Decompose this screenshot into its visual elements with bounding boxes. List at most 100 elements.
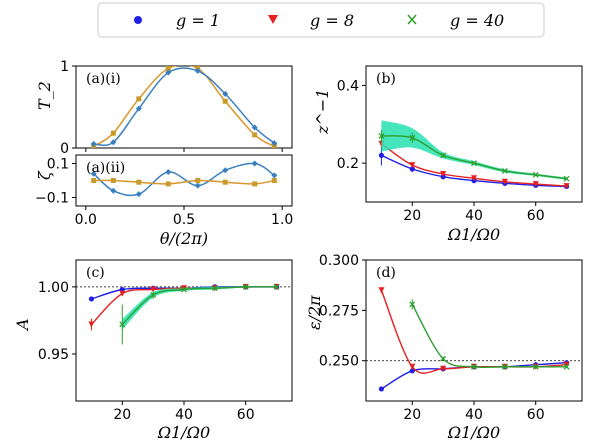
y-tick-label: −0.1 — [35, 191, 69, 207]
data-point — [378, 132, 385, 139]
ticks-a-i: 01 — [60, 59, 283, 157]
data-point — [440, 365, 447, 372]
axes-frame-d — [365, 259, 583, 402]
legend-label-g8: g = 8 — [310, 11, 354, 30]
y-tick-label: 0.4 — [337, 78, 359, 94]
y-tick-label: 0 — [60, 141, 69, 157]
data-point — [532, 181, 539, 188]
data-point-a-ii — [165, 169, 172, 175]
y-tick-label: 0.1 — [47, 157, 69, 173]
data-point — [532, 171, 539, 178]
data-point-a-ii — [222, 179, 228, 185]
data-point-a-i — [222, 98, 228, 104]
panel-a-ii: 0.0 0.5 1.0 0.1 −0.1 (a)(ii) ζ θ/(2π) — [35, 154, 293, 248]
data-point-a-i — [252, 132, 258, 138]
data-point-a-ii — [252, 181, 258, 187]
data-point — [440, 171, 447, 178]
plot-area-a-i — [90, 66, 278, 148]
y-tick-label: 0.95 — [38, 347, 69, 363]
panel-label-b: (b) — [376, 71, 396, 87]
series-line-a-ii — [93, 179, 275, 185]
data-point — [119, 321, 126, 328]
data-point — [242, 283, 249, 290]
panel-label-a-ii: (a)(ii) — [86, 160, 125, 176]
data-point — [440, 355, 447, 362]
data-point-a-i — [90, 140, 97, 147]
panel-b: 20 40 60 0.2 0.4 (b) z^−1 Ω1/Ω0 — [313, 65, 583, 244]
panel-label-d: (d) — [376, 265, 396, 281]
data-point-a-ii — [251, 160, 258, 167]
data-point — [409, 166, 415, 172]
panel-d: 20 40 60 0.250 0.275 0.300 (d) ε/2π Ω1/Ω0 — [305, 253, 583, 442]
data-point — [563, 183, 570, 190]
data-point-a-i — [222, 90, 229, 97]
plot-area-d — [366, 287, 582, 392]
data-point — [409, 134, 416, 141]
y-tick-label: 1 — [60, 59, 69, 75]
data-point — [501, 167, 508, 174]
panel-label-a-i: (a)(i) — [86, 71, 121, 87]
x-tick-label: 40 — [465, 407, 483, 423]
data-point — [563, 361, 570, 368]
plot-area-b — [378, 120, 570, 190]
data-point — [273, 283, 280, 290]
legend-marker-g40 — [407, 14, 417, 25]
x-tick-label: 0.0 — [75, 212, 97, 228]
data-point — [181, 286, 187, 293]
ylabel-d: ε/2π — [305, 295, 324, 330]
y-tick-label: 1.00 — [38, 280, 69, 296]
data-point-a-i — [136, 96, 142, 102]
ylabel-a-ii: ζ — [35, 170, 54, 180]
data-point-a-i — [110, 130, 116, 136]
data-point — [471, 363, 477, 370]
fit-curve-g40 — [411, 303, 567, 369]
ticks-c: 20 40 60 0.95 1.00 — [38, 280, 255, 423]
x-tick-label: 40 — [175, 407, 193, 423]
data-point-a-ii — [165, 181, 171, 187]
ticks-a-ii: 0.0 0.5 1.0 0.1 −0.1 — [35, 157, 293, 229]
fit-curve-g8 — [90, 286, 277, 325]
y-tick-label: 0.2 — [337, 156, 359, 172]
xlabel-b: Ω1/Ω0 — [447, 225, 500, 244]
x-tick-label: 60 — [237, 407, 255, 423]
data-point-a-ii — [194, 182, 201, 189]
x-tick-label: 1.0 — [271, 212, 293, 228]
data-point — [563, 175, 570, 182]
x-tick-label: 0.5 — [173, 212, 195, 228]
x-tick-label: 60 — [527, 407, 545, 423]
xlabel-c: Ω1/Ω0 — [157, 423, 210, 442]
ylabel-b: z^−1 — [313, 89, 332, 135]
data-point — [409, 368, 415, 374]
data-point — [501, 178, 508, 185]
ticks-d: 20 40 60 0.250 0.275 0.300 — [319, 253, 545, 423]
data-point — [211, 285, 218, 292]
panel-c: 20 40 60 0.95 1.00 (c) A Ω1/Ω0 — [13, 259, 293, 442]
data-point — [563, 363, 570, 370]
data-point-a-i — [165, 66, 171, 71]
legend-marker-g8 — [268, 15, 278, 24]
data-point-a-i — [271, 140, 278, 147]
data-point — [409, 162, 416, 169]
ylabel-c: A — [13, 318, 32, 332]
panel-label-c: (c) — [86, 265, 105, 281]
data-point-a-ii — [135, 191, 142, 198]
ylabel-a-i: T_2 — [35, 81, 54, 110]
data-point — [150, 286, 157, 293]
data-point — [501, 363, 508, 370]
data-point-a-ii — [222, 167, 229, 174]
data-point — [378, 152, 385, 158]
legend: g = 1 g = 8 g = 40 — [97, 2, 545, 38]
data-point-a-i — [110, 139, 117, 146]
legend-label-g1: g = 1 — [176, 11, 220, 30]
y-tick-label: 0.275 — [319, 303, 359, 319]
ticks-b: 20 40 60 0.2 0.4 — [337, 78, 545, 224]
data-point — [409, 363, 416, 370]
data-point — [471, 160, 477, 167]
x-tick-label: 20 — [403, 407, 421, 423]
axes-frame-c — [75, 259, 293, 402]
y-tick-label: 0.300 — [319, 253, 359, 269]
data-point-a-ii — [110, 187, 117, 194]
legend-box — [97, 2, 545, 38]
xlabel-d: Ω1/Ω0 — [447, 423, 500, 442]
